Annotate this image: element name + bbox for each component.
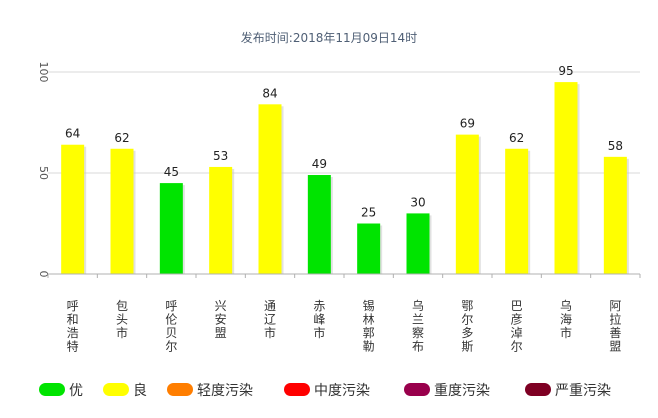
bar[interactable] bbox=[455, 134, 479, 274]
x-tick-label: 乌海市 bbox=[560, 298, 572, 340]
legend-label: 轻度污染 bbox=[197, 383, 253, 399]
y-tick-label: 0 bbox=[37, 271, 50, 278]
bar[interactable] bbox=[505, 148, 529, 274]
data-label: 84 bbox=[262, 86, 277, 100]
data-label: 62 bbox=[509, 131, 524, 145]
data-label: 64 bbox=[65, 127, 80, 141]
legend-item[interactable]: 中度污染 bbox=[284, 383, 370, 399]
legend-item[interactable]: 严重污染 bbox=[525, 383, 611, 399]
x-tick-label: 呼伦贝尔 bbox=[165, 299, 177, 354]
bar[interactable] bbox=[357, 223, 381, 275]
data-label: 95 bbox=[558, 64, 573, 78]
bar[interactable] bbox=[307, 175, 331, 274]
legend-swatch bbox=[39, 383, 65, 396]
legend-swatch bbox=[525, 383, 551, 396]
bar[interactable] bbox=[159, 183, 183, 274]
x-axis: 呼和浩特 包头市 呼伦贝尔 兴安盟 通辽市 赤峰市 锡林郭勒 乌兰察布 鄂尔多斯 巴彦淖尔 乌海市 阿… bbox=[47, 273, 641, 354]
x-tick-label: 通辽市 bbox=[264, 299, 276, 340]
y-axis: 0 50 100 bbox=[37, 62, 50, 278]
data-label: 30 bbox=[410, 195, 425, 209]
data-labels: 64 62 45 53 84 49 25 30 69 62 95 58 bbox=[65, 64, 623, 219]
x-tick-label: 阿拉善盟 bbox=[609, 299, 621, 354]
grid-lines bbox=[48, 71, 640, 275]
data-label: 49 bbox=[312, 157, 327, 171]
legend-swatch bbox=[103, 383, 129, 396]
x-tick-label: 鄂尔多斯 bbox=[461, 299, 473, 354]
bar[interactable] bbox=[603, 156, 627, 274]
legend-label: 重度污染 bbox=[434, 383, 490, 399]
x-tick-label: 赤峰市 bbox=[313, 299, 325, 340]
legend-swatch bbox=[284, 383, 310, 396]
y-tick-label: 100 bbox=[37, 62, 50, 83]
legend-item[interactable]: 优 bbox=[39, 383, 83, 399]
legend-label: 良 bbox=[133, 383, 147, 399]
data-label: 25 bbox=[361, 206, 376, 220]
legend-item[interactable]: 轻度污染 bbox=[167, 383, 253, 399]
chart-subtitle: 发布时间:2018年11月09日14时 bbox=[241, 30, 417, 45]
x-tick-label: 兴安盟 bbox=[215, 299, 227, 340]
legend-label: 严重污染 bbox=[555, 383, 611, 399]
legend-swatch bbox=[167, 383, 193, 396]
bar[interactable] bbox=[61, 144, 85, 274]
data-label: 53 bbox=[213, 149, 228, 163]
x-tick-label: 锡林郭勒 bbox=[363, 298, 375, 354]
y-tick-label: 50 bbox=[37, 166, 50, 180]
x-tick-label: 巴彦淖尔 bbox=[511, 299, 523, 354]
bar[interactable] bbox=[258, 104, 282, 274]
legend-item[interactable]: 重度污染 bbox=[404, 383, 490, 399]
bar-series bbox=[61, 82, 629, 274]
bar[interactable] bbox=[110, 148, 134, 274]
legend-item[interactable]: 良 bbox=[103, 383, 147, 399]
x-tick-label: 乌兰察布 bbox=[412, 298, 424, 354]
legend[interactable]: 优 良 轻度污染 中度污染 重度污染 严重污染 bbox=[39, 383, 611, 399]
bar[interactable] bbox=[209, 166, 233, 274]
x-tick-label: 包头市 bbox=[116, 299, 128, 340]
data-label: 69 bbox=[460, 117, 475, 131]
data-label: 58 bbox=[608, 139, 623, 153]
x-tick-label: 呼和浩特 bbox=[67, 299, 79, 354]
legend-swatch bbox=[404, 383, 430, 396]
legend-label: 优 bbox=[69, 383, 83, 399]
data-label: 62 bbox=[114, 131, 129, 145]
bar[interactable] bbox=[406, 213, 430, 274]
data-label: 45 bbox=[164, 165, 179, 179]
legend-label: 中度污染 bbox=[314, 383, 370, 399]
bar[interactable] bbox=[554, 82, 578, 274]
